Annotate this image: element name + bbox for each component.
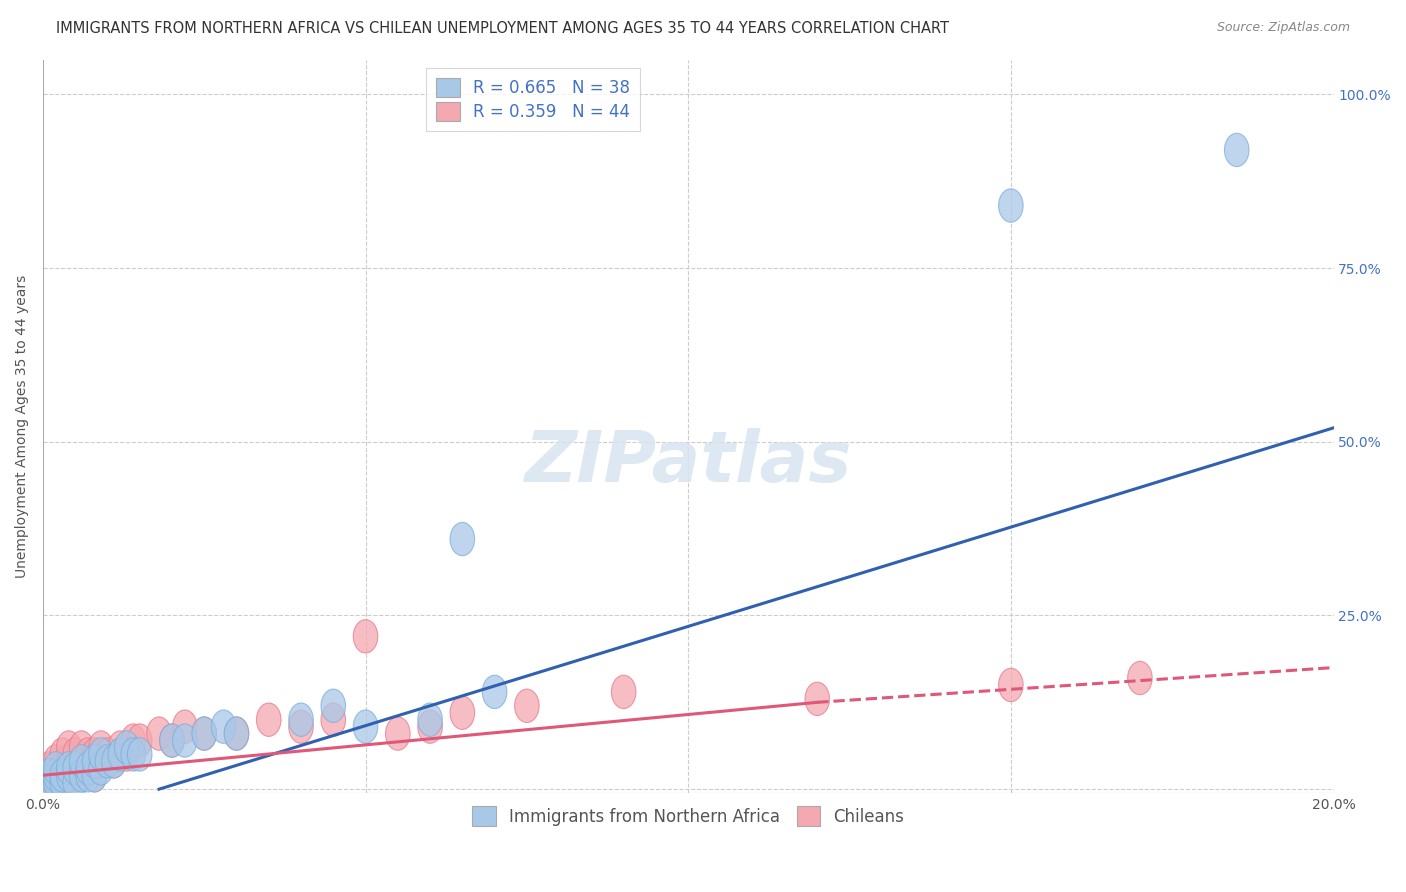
Ellipse shape <box>83 738 107 771</box>
Ellipse shape <box>121 724 145 757</box>
Ellipse shape <box>63 738 87 771</box>
Ellipse shape <box>83 758 107 792</box>
Ellipse shape <box>482 675 508 708</box>
Ellipse shape <box>101 745 127 778</box>
Ellipse shape <box>56 731 82 764</box>
Ellipse shape <box>51 758 75 792</box>
Ellipse shape <box>96 745 120 778</box>
Ellipse shape <box>89 738 114 771</box>
Ellipse shape <box>44 765 67 799</box>
Ellipse shape <box>612 675 636 708</box>
Ellipse shape <box>418 703 443 737</box>
Ellipse shape <box>224 717 249 750</box>
Ellipse shape <box>37 765 62 799</box>
Ellipse shape <box>353 710 378 743</box>
Ellipse shape <box>121 738 145 771</box>
Ellipse shape <box>193 717 217 750</box>
Ellipse shape <box>76 758 100 792</box>
Ellipse shape <box>63 752 87 785</box>
Ellipse shape <box>450 523 475 556</box>
Ellipse shape <box>37 765 62 799</box>
Ellipse shape <box>385 717 411 750</box>
Ellipse shape <box>63 752 87 785</box>
Ellipse shape <box>256 703 281 737</box>
Ellipse shape <box>76 738 100 771</box>
Ellipse shape <box>321 690 346 723</box>
Ellipse shape <box>44 758 67 792</box>
Ellipse shape <box>806 682 830 715</box>
Ellipse shape <box>321 703 346 737</box>
Text: Source: ZipAtlas.com: Source: ZipAtlas.com <box>1216 21 1350 34</box>
Ellipse shape <box>998 668 1024 702</box>
Ellipse shape <box>515 690 538 723</box>
Ellipse shape <box>108 738 132 771</box>
Ellipse shape <box>51 765 75 799</box>
Ellipse shape <box>83 745 107 778</box>
Ellipse shape <box>56 752 82 785</box>
Ellipse shape <box>89 745 114 778</box>
Ellipse shape <box>51 765 75 799</box>
Ellipse shape <box>108 731 132 764</box>
Ellipse shape <box>101 745 127 778</box>
Ellipse shape <box>69 752 94 785</box>
Ellipse shape <box>173 710 197 743</box>
Y-axis label: Unemployment Among Ages 35 to 44 years: Unemployment Among Ages 35 to 44 years <box>15 275 30 578</box>
Ellipse shape <box>51 738 75 771</box>
Ellipse shape <box>37 758 62 792</box>
Ellipse shape <box>211 710 236 743</box>
Ellipse shape <box>128 738 152 771</box>
Text: IMMIGRANTS FROM NORTHERN AFRICA VS CHILEAN UNEMPLOYMENT AMONG AGES 35 TO 44 YEAR: IMMIGRANTS FROM NORTHERN AFRICA VS CHILE… <box>56 21 949 36</box>
Ellipse shape <box>56 745 82 778</box>
Ellipse shape <box>998 189 1024 222</box>
Ellipse shape <box>69 731 94 764</box>
Ellipse shape <box>1225 133 1249 167</box>
Ellipse shape <box>96 738 120 771</box>
Ellipse shape <box>89 731 114 764</box>
Ellipse shape <box>288 703 314 737</box>
Ellipse shape <box>51 752 75 785</box>
Ellipse shape <box>450 696 475 730</box>
Ellipse shape <box>56 758 82 792</box>
Ellipse shape <box>76 752 100 785</box>
Ellipse shape <box>160 724 184 757</box>
Ellipse shape <box>69 745 94 778</box>
Ellipse shape <box>418 710 443 743</box>
Ellipse shape <box>128 724 152 757</box>
Ellipse shape <box>44 758 67 792</box>
Legend: Immigrants from Northern Africa, Chileans: Immigrants from Northern Africa, Chilean… <box>463 797 914 836</box>
Ellipse shape <box>89 752 114 785</box>
Ellipse shape <box>146 717 172 750</box>
Ellipse shape <box>193 717 217 750</box>
Ellipse shape <box>224 717 249 750</box>
Ellipse shape <box>173 724 197 757</box>
Ellipse shape <box>160 724 184 757</box>
Ellipse shape <box>114 738 139 771</box>
Ellipse shape <box>63 758 87 792</box>
Ellipse shape <box>114 731 139 764</box>
Ellipse shape <box>56 758 82 792</box>
Ellipse shape <box>69 758 94 792</box>
Ellipse shape <box>83 758 107 792</box>
Ellipse shape <box>353 620 378 653</box>
Ellipse shape <box>44 752 67 785</box>
Ellipse shape <box>1128 661 1152 695</box>
Ellipse shape <box>63 765 87 799</box>
Ellipse shape <box>37 752 62 785</box>
Ellipse shape <box>76 752 100 785</box>
Ellipse shape <box>44 745 67 778</box>
Text: ZIPatlas: ZIPatlas <box>524 428 852 497</box>
Ellipse shape <box>288 710 314 743</box>
